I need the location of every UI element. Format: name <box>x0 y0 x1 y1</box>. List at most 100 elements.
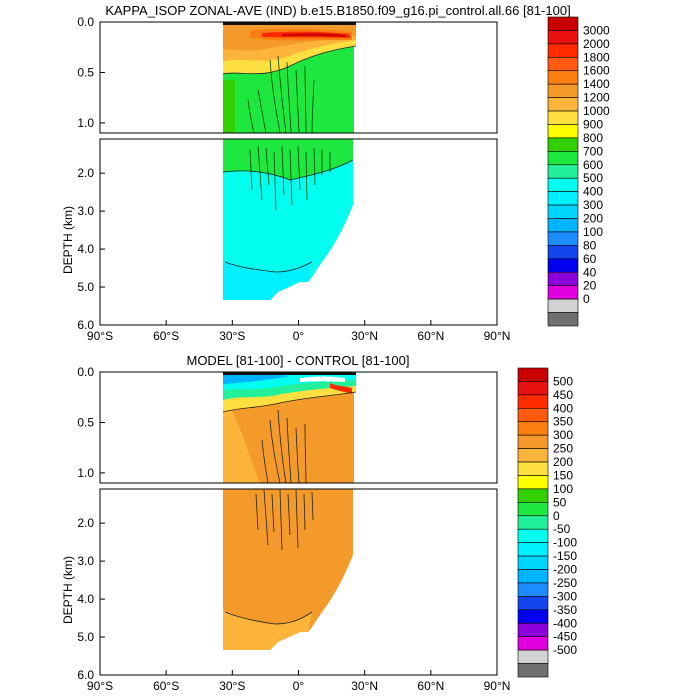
top-colorbar-label: 100 <box>583 225 603 239</box>
bottom-lower-y-tick-label: 2.0 <box>77 516 94 530</box>
top-colorbar-swatch <box>547 231 579 246</box>
top-colorbar-swatch <box>547 124 579 139</box>
bottom-colorbar-swatch <box>517 609 549 624</box>
bottom-lower-y-tick-label: 4.0 <box>77 592 94 606</box>
top-colorbar-label: 40 <box>583 265 597 279</box>
top-colorbar-label: 300 <box>583 198 603 212</box>
bottom-colorbar-label: 300 <box>553 428 573 442</box>
top-lower-contour-field <box>222 139 354 300</box>
top-x-tick-label: 30°N <box>351 329 378 343</box>
top-colorbar-label: 600 <box>583 158 603 172</box>
bottom-colorbar-swatch <box>517 542 549 557</box>
bottom-upper-white-spot <box>300 376 345 382</box>
top-colorbar-swatch <box>547 137 579 152</box>
bottom-colorbar-label: -450 <box>553 630 577 644</box>
bottom-colorbar-label: -350 <box>553 603 577 617</box>
bottom-colorbar-label: -150 <box>553 549 577 563</box>
top-upper-contour-lines <box>247 55 315 133</box>
bottom-colorbar-label: -50 <box>553 522 571 536</box>
top-lower-y-tick-label: 2.0 <box>77 166 94 180</box>
bottom-colorbar-swatch <box>517 582 549 597</box>
bottom-colorbar-swatch <box>517 569 549 584</box>
top-colorbar-swatch <box>547 97 579 112</box>
bottom-lower-iso-line <box>224 611 313 625</box>
top-colorbar-swatch <box>547 218 579 233</box>
bottom-colorbar-swatch <box>517 381 549 396</box>
bottom-x-tick-label: 30°N <box>351 679 378 693</box>
bottom-x-tick-label: 30°S <box>219 679 245 693</box>
bottom-upper-blue-band <box>223 374 290 384</box>
bottom-upper-y-tick-label: 1.0 <box>77 466 94 480</box>
top-colorbar-label: 800 <box>583 131 603 145</box>
top-y-axis-label: DEPTH (km) <box>61 206 75 274</box>
bottom-colorbar-swatch <box>517 394 549 409</box>
bottom-colorbar-label: -400 <box>553 616 577 630</box>
top-colorbar-swatch <box>547 245 579 260</box>
top-colorbar-label: 900 <box>583 117 603 131</box>
bottom-upper-y-tick-label: 0.5 <box>77 415 94 429</box>
bottom-colorbar-label: 250 <box>553 442 573 456</box>
bottom-colorbar-label: 450 <box>553 388 573 402</box>
top-colorbar-label: 60 <box>583 252 597 266</box>
top-colorbar-swatch <box>547 204 579 219</box>
top-colorbar: 3000200018001600140012001000900800700600… <box>547 16 610 327</box>
top-upper-y-tick-label: 0.5 <box>77 65 94 79</box>
bottom-colorbar-label: 400 <box>553 401 573 415</box>
bottom-colorbar-label: -100 <box>553 536 577 550</box>
bottom-y-axis-label: DEPTH (km) <box>61 556 75 624</box>
top-colorbar-swatch <box>547 285 579 300</box>
bottom-colorbar-label: 200 <box>553 455 573 469</box>
bottom-x-tick-label: 90°N <box>484 679 511 693</box>
top-colorbar-label: 400 <box>583 185 603 199</box>
bottom-colorbar-swatch <box>517 475 549 490</box>
top-colorbar-label: 1800 <box>583 50 610 64</box>
bottom-colorbar-swatch <box>517 622 549 637</box>
bottom-x-tick-label: 0° <box>293 679 305 693</box>
top-colorbar-label: 2000 <box>583 37 610 51</box>
bottom-colorbar-label: -500 <box>553 643 577 657</box>
top-lower-fill-deep <box>223 260 310 300</box>
bottom-axes: 90°S 60°S 30°S 0° 30°N 60°N 90°N 0.0 0.5 1.0 2.0 3.… <box>77 365 510 693</box>
top-chart-title: KAPPA_ISOP ZONAL-AVE (IND) b.e15.B1850.f… <box>105 3 570 18</box>
top-colorbar-swatch <box>547 191 579 206</box>
bottom-x-tick-label: 60°N <box>417 679 444 693</box>
bottom-colorbar-swatch <box>517 408 549 423</box>
bottom-surface-line <box>223 372 356 375</box>
bottom-colorbar-label: 350 <box>553 415 573 429</box>
bottom-colorbar-swatch <box>517 515 549 530</box>
top-lower-y-tick-label: 5.0 <box>77 280 94 294</box>
top-lower-fill-green <box>223 139 353 180</box>
bottom-colorbar-label: 100 <box>553 482 573 496</box>
top-colorbar-swatch <box>547 312 579 327</box>
top-colorbar-swatch <box>547 57 579 72</box>
bottom-lower-y-tick-label: 5.0 <box>77 630 94 644</box>
top-colorbar-swatch <box>547 83 579 98</box>
bottom-colorbar-swatch <box>517 596 549 611</box>
top-lower-y-tick-label: 3.0 <box>77 204 94 218</box>
top-lower-y-tick-label: 4.0 <box>77 242 94 256</box>
top-colorbar-label: 20 <box>583 279 597 293</box>
bottom-colorbar-swatch <box>517 367 549 382</box>
bottom-colorbar-label: 150 <box>553 468 573 482</box>
bottom-colorbar-label: 50 <box>553 495 567 509</box>
top-colorbar-label: 1000 <box>583 104 610 118</box>
top-colorbar-swatch <box>547 43 579 58</box>
bottom-upper-contour-lines <box>261 409 307 483</box>
top-upper-iso-line <box>222 45 357 75</box>
bottom-panel: MODEL [81-100] - CONTROL [81-100] DEPTH … <box>61 353 577 693</box>
bottom-colorbar-swatch <box>517 448 549 463</box>
top-x-tick-label: 60°N <box>417 329 444 343</box>
top-colorbar-swatch <box>547 298 579 313</box>
top-colorbar-swatch <box>547 258 579 273</box>
bottom-colorbar-label: -300 <box>553 589 577 603</box>
bottom-lower-fill-main <box>223 489 353 650</box>
top-upper-fill-west <box>223 80 235 133</box>
top-colorbar-label: 500 <box>583 171 603 185</box>
top-upper-max-band <box>282 33 346 37</box>
bottom-upper-red-spot <box>330 383 352 394</box>
top-lower-y-tick-label: 6.0 <box>77 318 94 332</box>
bottom-colorbar-label: 500 <box>553 374 573 388</box>
top-colorbar-swatch <box>547 30 579 45</box>
bottom-lower-contour-field <box>223 489 353 650</box>
